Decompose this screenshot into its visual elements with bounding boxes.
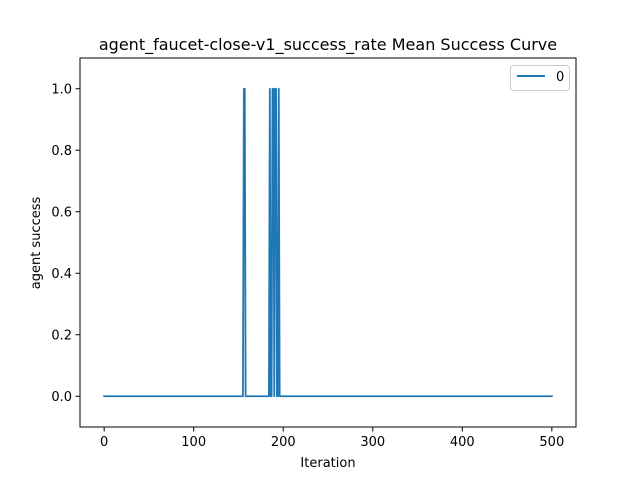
y-axis-label: agent success [29, 197, 44, 290]
y-tick-label: 0.6 [51, 205, 72, 220]
axes-frame [79, 57, 577, 428]
legend-series-label: 0 [556, 70, 564, 85]
y-tick-label: 0.2 [51, 328, 72, 343]
x-tick-label: 100 [181, 435, 206, 450]
legend-box [510, 65, 570, 91]
y-tick-label: 0.8 [51, 144, 72, 159]
y-tick-label: 0.0 [51, 390, 72, 405]
x-tick-label: 300 [360, 435, 385, 450]
chart-title: agent_faucet-close-v1_success_rate Mean … [99, 35, 557, 55]
x-tick-label: 400 [450, 435, 475, 450]
x-tick-label: 0 [100, 435, 108, 450]
y-tick-label: 1.0 [51, 82, 72, 97]
x-tick-label: 200 [271, 435, 296, 450]
x-tick-label: 500 [539, 435, 564, 450]
y-tick-label: 0.4 [51, 267, 72, 282]
series-line-0 [103, 87, 553, 398]
legend: 0 [510, 65, 570, 91]
plot-area: 0 100 200 300 400 500 0.0 0.2 0.4 0.6 0.8 1.0 [51, 57, 577, 450]
x-axis-label: Iteration [300, 456, 355, 471]
